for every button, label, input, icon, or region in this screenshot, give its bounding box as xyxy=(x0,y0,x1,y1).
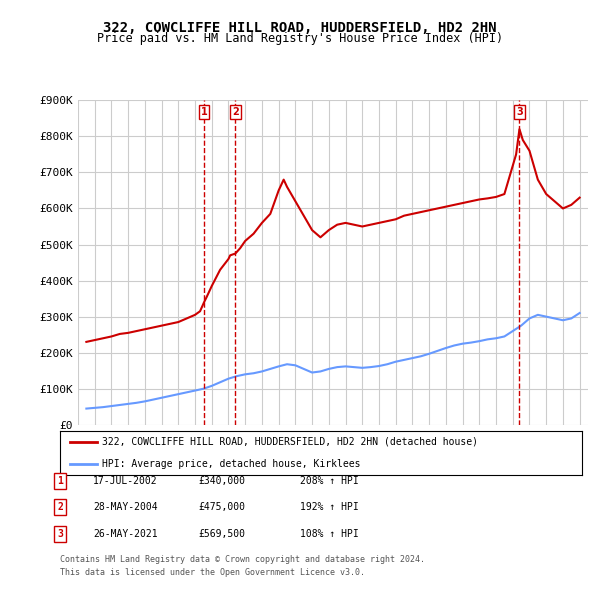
Text: 3: 3 xyxy=(516,107,523,117)
Text: Contains HM Land Registry data © Crown copyright and database right 2024.: Contains HM Land Registry data © Crown c… xyxy=(60,555,425,564)
Text: 322, COWCLIFFE HILL ROAD, HUDDERSFIELD, HD2 2HN (detached house): 322, COWCLIFFE HILL ROAD, HUDDERSFIELD, … xyxy=(102,437,478,447)
Text: HPI: Average price, detached house, Kirklees: HPI: Average price, detached house, Kirk… xyxy=(102,459,360,469)
Text: 192% ↑ HPI: 192% ↑ HPI xyxy=(300,503,359,512)
Text: 17-JUL-2002: 17-JUL-2002 xyxy=(93,476,158,486)
Text: 322, COWCLIFFE HILL ROAD, HUDDERSFIELD, HD2 2HN: 322, COWCLIFFE HILL ROAD, HUDDERSFIELD, … xyxy=(103,21,497,35)
Text: 1: 1 xyxy=(57,476,63,486)
Text: £340,000: £340,000 xyxy=(198,476,245,486)
Text: 1: 1 xyxy=(201,107,208,117)
Text: 26-MAY-2021: 26-MAY-2021 xyxy=(93,529,158,539)
Text: 2: 2 xyxy=(232,107,239,117)
Text: 3: 3 xyxy=(57,529,63,539)
Text: £475,000: £475,000 xyxy=(198,503,245,512)
Text: 28-MAY-2004: 28-MAY-2004 xyxy=(93,503,158,512)
Text: This data is licensed under the Open Government Licence v3.0.: This data is licensed under the Open Gov… xyxy=(60,568,365,577)
Text: 208% ↑ HPI: 208% ↑ HPI xyxy=(300,476,359,486)
Text: Price paid vs. HM Land Registry's House Price Index (HPI): Price paid vs. HM Land Registry's House … xyxy=(97,32,503,45)
Text: £569,500: £569,500 xyxy=(198,529,245,539)
Text: 2: 2 xyxy=(57,503,63,512)
Text: 108% ↑ HPI: 108% ↑ HPI xyxy=(300,529,359,539)
